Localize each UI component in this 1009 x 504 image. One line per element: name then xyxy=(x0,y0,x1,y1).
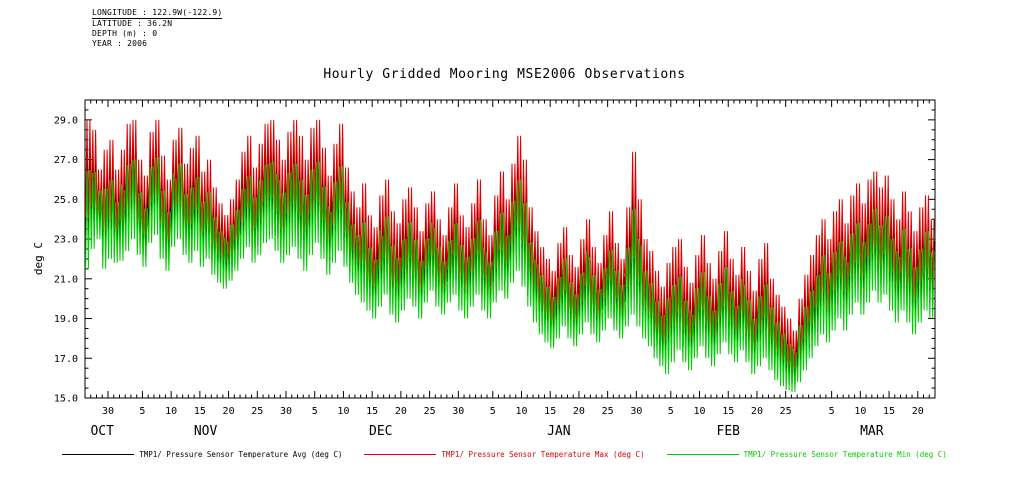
svg-text:JAN: JAN xyxy=(547,424,570,439)
svg-text:10: 10 xyxy=(337,406,349,417)
svg-text:15: 15 xyxy=(722,406,734,417)
svg-text:29.0: 29.0 xyxy=(54,115,78,126)
avg-line-swatch xyxy=(62,454,135,455)
svg-text:23.0: 23.0 xyxy=(54,235,78,246)
svg-text:30: 30 xyxy=(452,406,464,417)
depth-line: DEPTH (m) : 0 xyxy=(92,29,158,38)
svg-text:15: 15 xyxy=(366,406,378,417)
svg-text:20: 20 xyxy=(751,406,763,417)
x-tick-labels: 30 5 10 15 20 25 30 5 10 15 20 25 30 5 10 15 20 25 30 5 10 15… xyxy=(102,406,924,417)
svg-text:25: 25 xyxy=(424,406,436,417)
x-ticks xyxy=(84,100,930,398)
series-line-min xyxy=(85,157,935,393)
svg-text:5: 5 xyxy=(139,406,145,417)
min-line-swatch xyxy=(666,454,739,455)
svg-text:15: 15 xyxy=(194,406,206,417)
page-title: Hourly Gridded Mooring MSE2006 Observati… xyxy=(323,67,686,82)
svg-text:5: 5 xyxy=(668,406,674,417)
svg-text:25: 25 xyxy=(251,406,263,417)
svg-text:OCT: OCT xyxy=(90,424,114,439)
svg-text:30: 30 xyxy=(102,406,114,417)
svg-text:25: 25 xyxy=(602,406,614,417)
svg-text:30: 30 xyxy=(630,406,642,417)
svg-text:15: 15 xyxy=(883,406,895,417)
svg-text:20: 20 xyxy=(573,406,585,417)
series-line-max xyxy=(85,119,935,370)
svg-text:5: 5 xyxy=(490,406,496,417)
month-labels: OCT NOV DEC JAN FEB MAR xyxy=(90,424,883,439)
longitude-line: LONGITUDE : 122.9W(-122.9) xyxy=(92,8,223,19)
svg-text:NOV: NOV xyxy=(194,424,218,439)
legend-label-min: TMP1/ Pressure Sensor Temperature Min (d… xyxy=(743,450,947,459)
legend-item-min: TMP1/ Pressure Sensor Temperature Min (d… xyxy=(666,450,947,459)
svg-text:21.0: 21.0 xyxy=(54,274,78,285)
svg-text:10: 10 xyxy=(854,406,866,417)
station-info-block: LONGITUDE : 122.9W(-122.9) LATITUDE : 36… xyxy=(92,8,223,49)
svg-text:10: 10 xyxy=(694,406,706,417)
svg-text:27.0: 27.0 xyxy=(54,155,78,166)
year-line: YEAR : 2006 xyxy=(92,39,148,48)
svg-text:FEB: FEB xyxy=(717,424,741,439)
svg-text:5: 5 xyxy=(829,406,835,417)
max-line-swatch xyxy=(364,454,437,455)
svg-text:17.0: 17.0 xyxy=(54,354,78,365)
y-tick-labels: 15.0 17.0 19.0 21.0 23.0 25.0 27.0 29.0 xyxy=(54,115,78,404)
svg-text:25: 25 xyxy=(780,406,792,417)
svg-text:25.0: 25.0 xyxy=(54,195,78,206)
svg-text:19.0: 19.0 xyxy=(54,314,78,325)
svg-text:20: 20 xyxy=(912,406,924,417)
latitude-line: LATITUDE : 36.2N xyxy=(92,19,173,28)
svg-text:30: 30 xyxy=(280,406,292,417)
svg-text:10: 10 xyxy=(515,406,527,417)
svg-text:MAR: MAR xyxy=(860,424,884,439)
svg-text:20: 20 xyxy=(395,406,407,417)
svg-text:5: 5 xyxy=(312,406,318,417)
svg-text:20: 20 xyxy=(223,406,235,417)
legend-item-max: TMP1/ Pressure Sensor Temperature Max (d… xyxy=(364,450,645,459)
svg-text:DEC: DEC xyxy=(369,424,392,439)
svg-text:15.0: 15.0 xyxy=(54,394,78,405)
legend-item-avg: TMP1/ Pressure Sensor Temperature Avg (d… xyxy=(62,450,342,459)
svg-text:10: 10 xyxy=(165,406,177,417)
legend-label-avg: TMP1/ Pressure Sensor Temperature Avg (d… xyxy=(139,450,343,459)
svg-text:15: 15 xyxy=(544,406,556,417)
legend: TMP1/ Pressure Sensor Temperature Avg (d… xyxy=(0,450,1009,459)
legend-label-max: TMP1/ Pressure Sensor Temperature Max (d… xyxy=(441,450,645,459)
